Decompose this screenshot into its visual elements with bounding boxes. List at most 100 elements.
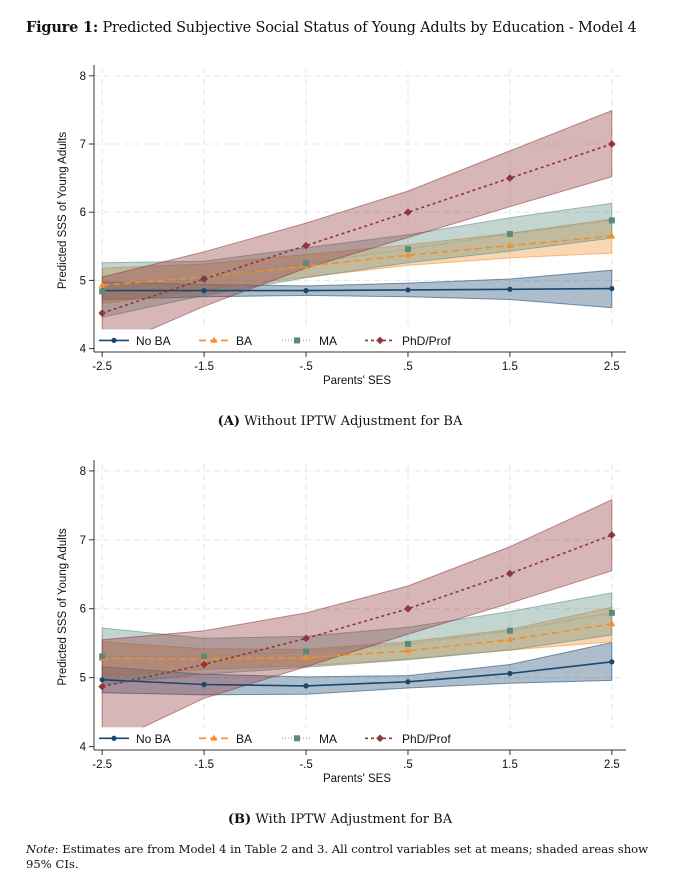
y-tick-label: 4 xyxy=(80,742,87,754)
marker-ba-triangle-icon xyxy=(404,251,412,258)
marker-phd-diamond-icon xyxy=(302,634,310,643)
marker-ma-square-icon xyxy=(506,627,513,634)
x-tick-label: 2.5 xyxy=(604,759,620,771)
marker-no_ba-circle-icon xyxy=(609,285,615,292)
legend-label-ba: BA xyxy=(236,334,252,348)
marker-ba-triangle-icon xyxy=(98,281,106,288)
caption-a-label: (A) xyxy=(217,414,241,429)
marker-no_ba-circle-icon xyxy=(303,288,309,294)
y-tick-label: 5 xyxy=(80,673,86,685)
series-markers xyxy=(98,140,616,317)
panel-a: No BA BA MA PhD/Prof 4 5 6 7 8 -2.5 -1.5 -.5 .5 1.5 2.… xyxy=(0,62,680,402)
marker-ma-square-icon xyxy=(404,246,411,253)
marker-ma-square-icon xyxy=(99,653,106,660)
marker-phd-diamond-icon xyxy=(404,208,412,217)
marker-phd-diamond-icon xyxy=(302,241,310,250)
legend-background xyxy=(95,727,619,750)
marker-no_ba-circle-icon xyxy=(609,659,615,665)
legend: No BA BA MA PhD/Prof xyxy=(95,329,619,352)
legend-label-ba: BA xyxy=(236,732,252,746)
series-line-no_ba xyxy=(102,287,612,292)
y-tick-label: 7 xyxy=(80,535,86,547)
marker-ma-square-icon xyxy=(506,231,513,238)
legend: No BA BA MA PhD/Prof xyxy=(95,727,619,750)
x-tick-label: 2.5 xyxy=(604,361,620,373)
marker-ba-triangle-icon xyxy=(506,636,514,643)
marker-phd-diamond-icon xyxy=(98,682,106,691)
marker-no_ba-circle-icon xyxy=(405,287,411,293)
marker-phd-diamond-icon xyxy=(608,140,616,148)
legend-marker-ma-square-icon xyxy=(294,735,300,742)
legend-label-ma: MA xyxy=(319,732,337,746)
legend-label-no_ba: No BA xyxy=(136,732,171,746)
marker-no_ba-circle-icon xyxy=(201,681,207,688)
x-tick-label: -1.5 xyxy=(194,759,214,771)
x-tick-label: -.5 xyxy=(299,361,312,373)
figure-label: Figure 1: xyxy=(26,19,99,36)
series-line-ba xyxy=(102,623,612,660)
marker-no_ba-circle-icon xyxy=(507,286,513,292)
legend-background xyxy=(95,329,619,352)
caption-b: (B) With IPTW Adjustment for BA xyxy=(0,812,680,827)
marker-ma-square-icon xyxy=(608,609,615,616)
chart-panel-a: No BA BA MA PhD/Prof 4 5 6 7 8 -2.5 -1.5 -.5 .5 1.5 2.… xyxy=(57,65,626,387)
y-tick-label: 8 xyxy=(80,466,86,478)
panel-b: No BA BA MA PhD/Prof 4 5 6 7 8 -2.5 -1.5 -.5 .5 1.5 2.… xyxy=(0,458,680,798)
marker-phd-diamond-icon xyxy=(506,174,514,182)
legend-label-ma: MA xyxy=(319,334,337,348)
y-tick-label: 4 xyxy=(80,344,87,356)
marker-no_ba-circle-icon xyxy=(303,683,309,689)
marker-ba-triangle-icon xyxy=(506,242,514,249)
x-axis-title: Parents' SES xyxy=(323,375,391,387)
marker-no_ba-circle-icon xyxy=(201,288,207,294)
legend-marker-ma-square-icon xyxy=(294,337,300,344)
marker-phd-diamond-icon xyxy=(608,531,616,539)
legend-marker-ba-triangle-icon xyxy=(210,734,218,741)
caption-a: (A) Without IPTW Adjustment for BA xyxy=(0,414,680,429)
legend-marker-phd-diamond-icon xyxy=(376,734,384,743)
note-text: : Estimates are from Model 4 in Table 2 … xyxy=(26,842,649,871)
marker-ma-square-icon xyxy=(303,260,310,267)
marker-phd-diamond-icon xyxy=(506,569,514,578)
x-tick-label: 1.5 xyxy=(502,759,518,771)
marker-ba-triangle-icon xyxy=(608,620,616,627)
note-label: Note xyxy=(26,842,55,856)
marker-no_ba-circle-icon xyxy=(507,670,513,677)
figure-note: Note: Estimates are from Model 4 in Tabl… xyxy=(26,842,656,872)
marker-ma-square-icon xyxy=(99,288,106,295)
legend-label-phd: PhD/Prof xyxy=(402,334,451,348)
y-tick-label: 7 xyxy=(80,139,86,151)
marker-phd-diamond-icon xyxy=(98,309,106,317)
x-tick-label: -2.5 xyxy=(92,759,112,771)
marker-no_ba-circle-icon xyxy=(405,679,411,685)
legend-marker-ba-triangle-icon xyxy=(210,336,218,343)
x-tick-label: 1.5 xyxy=(502,361,518,373)
marker-ba-triangle-icon xyxy=(608,232,616,239)
marker-ba-triangle-icon xyxy=(302,654,310,661)
x-axis-title: Parents' SES xyxy=(323,773,391,785)
chart-panel-b: No BA BA MA PhD/Prof 4 5 6 7 8 -2.5 -1.5 -.5 .5 1.5 2.… xyxy=(57,460,626,785)
figure-title-text: Predicted Subjective Social Status of Yo… xyxy=(102,20,637,36)
series-lines xyxy=(101,143,613,314)
x-tick-label: -1.5 xyxy=(194,361,214,373)
ci-bands xyxy=(101,499,613,748)
y-tick-label: 6 xyxy=(80,604,86,616)
caption-b-label: (B) xyxy=(227,812,252,827)
legend-marker-no_ba-circle-icon xyxy=(111,337,117,344)
x-tick-label: -2.5 xyxy=(92,361,112,373)
marker-no_ba-circle-icon xyxy=(99,677,105,683)
series-line-no_ba xyxy=(102,661,612,687)
marker-ma-square-icon xyxy=(201,653,208,660)
x-tick-label: -.5 xyxy=(299,759,312,771)
ci-bands xyxy=(101,109,613,352)
series-line-phd xyxy=(102,534,613,688)
marker-ma-square-icon xyxy=(303,648,310,655)
marker-ma-square-icon xyxy=(608,217,615,224)
series-line-ma xyxy=(102,612,612,658)
ci-band-no_ba xyxy=(101,641,613,696)
marker-ba-triangle-icon xyxy=(404,647,412,654)
ci-band-no_ba xyxy=(101,269,613,309)
caption-b-text: With IPTW Adjustment for BA xyxy=(255,812,453,827)
marker-phd-diamond-icon xyxy=(200,275,208,283)
y-axis-title: Predicted SSS of Young Adults xyxy=(57,528,69,686)
